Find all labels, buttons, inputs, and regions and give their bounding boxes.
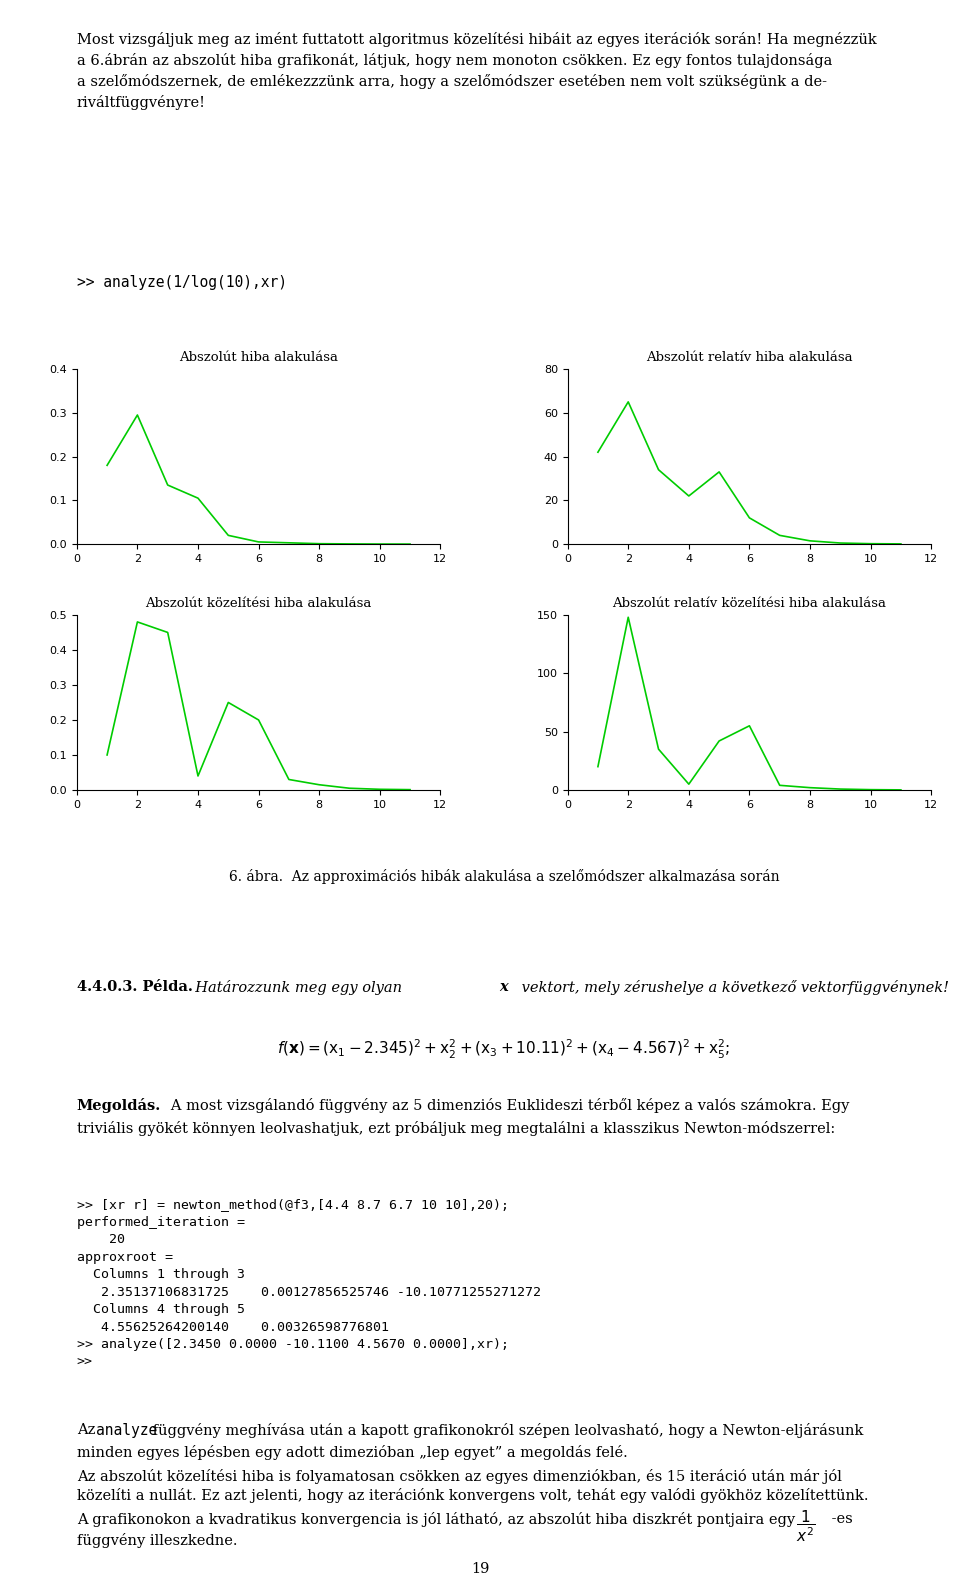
Text: Megoldás.: Megoldás. — [77, 1098, 161, 1114]
Text: Határozzunk meg egy olyan: Határozzunk meg egy olyan — [186, 980, 407, 995]
Text: 4.4.0.3. Példa.: 4.4.0.3. Példa. — [77, 980, 193, 995]
Text: függvény illeszkedne.: függvény illeszkedne. — [77, 1533, 237, 1548]
Text: $\dfrac{1}{x^2}$: $\dfrac{1}{x^2}$ — [796, 1510, 816, 1545]
Text: >> [xr r] = newton_method(@f3,[4.4 8.7 6.7 10 10],20);
performed_iteration =
   : >> [xr r] = newton_method(@f3,[4.4 8.7 6… — [77, 1198, 540, 1368]
Text: -es: -es — [827, 1511, 852, 1525]
Title: Abszolút relatív közelítési hiba alakulása: Abszolút relatív közelítési hiba alakulá… — [612, 596, 886, 610]
Text: minden egyes lépésben egy adott dimezióban „lep egyet” a megoldás felé.: minden egyes lépésben egy adott dimeziób… — [77, 1444, 628, 1460]
Text: közelíti a nullát. Ez azt jelenti, hogy az iterációnk konvergens volt, tehát egy: közelíti a nullát. Ez azt jelenti, hogy … — [77, 1487, 868, 1503]
Title: Abszolút közelítési hiba alakulása: Abszolút közelítési hiba alakulása — [145, 596, 372, 610]
Text: Az abszolút közelítési hiba is folyamatosan csökken az egyes dimenziókban, és 15: Az abszolút közelítési hiba is folyamato… — [77, 1468, 842, 1484]
Text: A grafikonokon a kvadratikus konvergencia is jól látható, az abszolút hiba diszk: A grafikonokon a kvadratikus konvergenci… — [77, 1511, 800, 1527]
Text: 6. ábra.  Az approximációs hibák alakulása a szelőmódszer alkalmazása során: 6. ábra. Az approximációs hibák alakulás… — [228, 869, 780, 883]
Text: Most vizsgáljuk meg az imént futtatott algoritmus közelítési hibáit az egyes ite: Most vizsgáljuk meg az imént futtatott a… — [77, 32, 876, 110]
Text: x: x — [500, 980, 509, 995]
Text: analyze: analyze — [96, 1424, 156, 1438]
Text: A most vizsgálandó függvény az 5 dimenziós Euklideszi térből képez a valós számo: A most vizsgálandó függvény az 5 dimenzi… — [157, 1098, 850, 1114]
Title: Abszolút relatív hiba alakulása: Abszolút relatív hiba alakulása — [646, 351, 852, 364]
Text: Az: Az — [77, 1424, 100, 1438]
Text: vektort, mely zérushelye a következő vektorfüggvénynek!: vektort, mely zérushelye a következő vek… — [516, 980, 948, 995]
Text: $f(\mathbf{x}) = (\mathrm{x}_1 - 2.345)^2 + \mathrm{x}_2^2 + (\mathrm{x}_3 + 10.: $f(\mathbf{x}) = (\mathrm{x}_1 - 2.345)^… — [277, 1038, 731, 1061]
Title: Abszolút hiba alakulása: Abszolút hiba alakulása — [180, 351, 338, 364]
Text: >> analyze(1/log(10),xr): >> analyze(1/log(10),xr) — [77, 275, 287, 291]
Text: 19: 19 — [470, 1562, 490, 1576]
Text: függvény meghívása után a kapott grafikonokról szépen leolvasható, hogy a Newton: függvény meghívása után a kapott grafiko… — [148, 1424, 863, 1438]
Text: triviális gyökét könnyen leolvashatjuk, ezt próbáljuk meg megtalálni a klassziku: triviális gyökét könnyen leolvashatjuk, … — [77, 1122, 835, 1136]
